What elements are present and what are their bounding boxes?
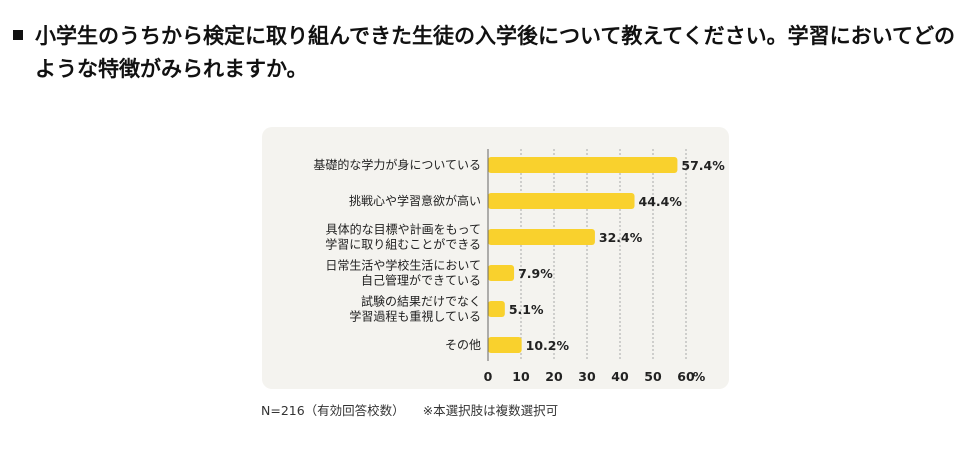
x-tick-label: 0 <box>484 369 493 384</box>
bar <box>488 229 595 245</box>
x-tick-label: 40 <box>611 369 629 384</box>
chart-panel: 基礎的な学力が身についている 57.4% 挑戦心や学習意欲が高い 44.4% 具体的な目… <box>262 127 729 389</box>
value-label: 10.2% <box>526 338 570 353</box>
footnote: N=216（有効回答校数） ※本選択肢は複数選択可 <box>261 400 558 419</box>
x-tick-label: 20 <box>545 369 563 384</box>
question-text: 小学生のうちから検定に取り組んできた生徒の入学後について教えてください。学習にお… <box>35 24 956 81</box>
value-label: 44.4% <box>639 194 683 209</box>
category-label: 具体的な目標や計画をもって学習に取り組むことができる <box>325 222 481 252</box>
x-unit-label: % <box>693 369 706 384</box>
bar <box>488 337 522 353</box>
bar <box>488 193 635 209</box>
category-label: その他 <box>445 338 481 352</box>
value-label: 32.4% <box>599 230 643 245</box>
question-heading: 小学生のうちから検定に取り組んできた生徒の入学後について教えてください。学習にお… <box>13 20 968 86</box>
x-tick-label: 60 <box>677 369 695 384</box>
bar-chart: 基礎的な学力が身についている 57.4% 挑戦心や学習意欲が高い 44.4% 具体的な目… <box>313 149 725 384</box>
category-label: 挑戦心や学習意欲が高い <box>349 193 481 208</box>
x-tick-label: 30 <box>578 369 596 384</box>
bar <box>488 301 505 317</box>
sample-size-note: N=216（有効回答校数） <box>261 403 405 418</box>
category-label: 基礎的な学力が身についている <box>313 157 481 172</box>
value-label: 5.1% <box>509 302 544 317</box>
value-label: 7.9% <box>518 266 553 281</box>
category-label: 日常生活や学校生活において自己管理ができている <box>325 258 481 288</box>
multiple-choice-note: ※本選択肢は複数選択可 <box>422 403 559 418</box>
x-tick-label: 50 <box>644 369 662 384</box>
category-label: 試験の結果だけでなく学習過程も重視している <box>349 294 481 324</box>
bar <box>488 265 515 281</box>
x-tick-label: 10 <box>512 369 530 384</box>
bar <box>488 157 678 173</box>
square-bullet-icon <box>13 30 23 40</box>
value-label: 57.4% <box>681 158 725 173</box>
